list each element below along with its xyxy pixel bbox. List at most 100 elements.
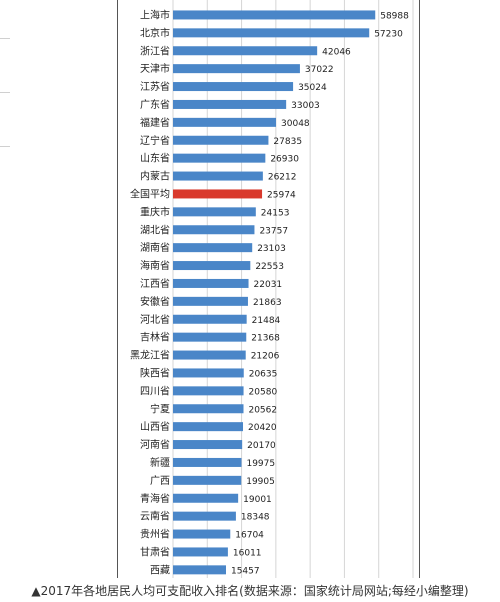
value-label: 19905 [246, 477, 275, 487]
bar [173, 404, 244, 414]
bar [173, 46, 318, 56]
category-label: 广东省 [140, 98, 170, 111]
bar [173, 135, 269, 145]
bar [173, 64, 300, 74]
value-label: 19975 [246, 459, 275, 469]
bar [173, 296, 248, 306]
value-label: 20170 [247, 441, 276, 451]
value-label: 21484 [252, 316, 281, 326]
category-label: 广西 [150, 475, 170, 487]
value-label: 20420 [248, 423, 277, 433]
bar [173, 171, 263, 181]
value-label: 30048 [281, 119, 310, 129]
category-label: 云南省 [140, 510, 170, 523]
value-label: 57230 [374, 29, 403, 39]
value-label: 25974 [267, 190, 296, 200]
edge-decoration [0, 146, 10, 147]
bar [173, 261, 251, 271]
value-label: 16011 [233, 548, 262, 558]
category-label: 陕西省 [140, 366, 170, 379]
bar [173, 243, 253, 253]
category-label: 上海市 [140, 8, 170, 21]
category-label: 西藏 [150, 564, 170, 576]
value-label: 22031 [254, 280, 283, 290]
category-label: 湖北省 [140, 223, 170, 236]
bar [173, 332, 247, 342]
bar [173, 278, 249, 288]
value-label: 23103 [257, 244, 286, 254]
value-label: 33003 [291, 101, 320, 111]
category-label: 山西省 [140, 420, 170, 433]
edge-decoration [0, 38, 10, 39]
edge-decoration [0, 92, 10, 93]
category-label: 福建省 [140, 116, 170, 129]
bar [173, 547, 228, 557]
bar [173, 493, 239, 503]
category-label: 四川省 [140, 384, 170, 397]
category-label: 海南省 [140, 259, 170, 272]
bar [173, 565, 226, 575]
value-label: 15457 [231, 566, 260, 576]
category-label: 吉林省 [140, 331, 170, 344]
category-label: 湖南省 [140, 241, 170, 254]
bar [173, 368, 244, 378]
value-label: 19001 [243, 495, 272, 505]
value-label: 21863 [253, 298, 282, 308]
value-label: 37022 [305, 65, 334, 75]
bar [173, 314, 247, 324]
value-label: 58988 [380, 11, 409, 21]
value-label: 16704 [235, 531, 264, 541]
category-label: 黑龙江省 [130, 349, 170, 362]
value-label: 26930 [270, 155, 299, 165]
chart-frame: 上海市 58988 北京市 57230 浙江省 42046 天津市 37022 江苏省 35024… [117, 0, 420, 578]
bar [173, 350, 246, 360]
value-label: 22553 [255, 262, 284, 272]
value-label: 21206 [251, 352, 280, 362]
bar [173, 511, 236, 521]
category-label: 甘肃省 [140, 545, 170, 558]
category-label: 内蒙古 [140, 170, 170, 183]
category-label: 江西省 [140, 277, 170, 290]
category-label: 浙江省 [140, 44, 170, 57]
value-label: 42046 [322, 47, 351, 57]
value-label: 24153 [261, 208, 290, 218]
bar [173, 386, 244, 396]
bar-highlight [173, 189, 263, 199]
value-label: 20562 [248, 405, 277, 415]
bar [173, 207, 256, 217]
value-label: 23757 [259, 226, 288, 236]
bar [173, 475, 242, 485]
value-label: 26212 [268, 173, 297, 183]
bar [173, 225, 255, 235]
category-label: 河南省 [140, 438, 170, 451]
bar [173, 82, 294, 92]
category-label: 天津市 [140, 62, 170, 75]
category-label: 山东省 [140, 152, 170, 165]
value-label: 18348 [241, 513, 270, 523]
bar [173, 99, 287, 109]
bar [173, 28, 370, 38]
category-label: 全国平均 [130, 187, 170, 200]
bar [173, 529, 231, 539]
category-label: 安徽省 [140, 295, 170, 308]
category-label: 新疆 [150, 456, 170, 469]
chart-caption: ▲2017年各地居民人均可支配收入排名(数据来源：国家统计局网站;每经小编整理) [31, 584, 469, 598]
category-label: 青海省 [140, 492, 170, 505]
value-label: 21368 [251, 334, 280, 344]
category-label: 河北省 [140, 313, 170, 326]
bar [173, 422, 244, 432]
bar [173, 10, 376, 20]
value-label: 20635 [249, 369, 278, 379]
bar [173, 457, 242, 467]
value-label: 27835 [273, 137, 302, 147]
category-label: 宁夏 [150, 402, 170, 415]
bar-chart: 上海市 58988 北京市 57230 浙江省 42046 天津市 37022 江苏省 35024… [130, 0, 414, 578]
bar [173, 153, 266, 163]
value-label: 35024 [298, 83, 327, 93]
category-label: 辽宁省 [140, 134, 170, 147]
category-label: 重庆市 [140, 205, 170, 218]
category-label: 北京市 [140, 26, 170, 39]
bar [173, 440, 243, 450]
category-label: 贵州省 [140, 528, 170, 541]
bar [173, 117, 277, 127]
